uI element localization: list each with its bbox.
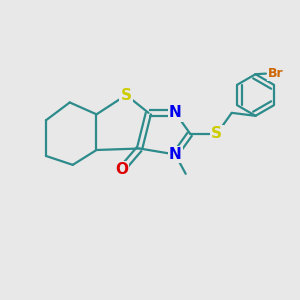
- Text: N: N: [169, 147, 182, 162]
- Text: O: O: [115, 162, 128, 177]
- Text: Br: Br: [268, 67, 283, 80]
- Text: S: S: [212, 126, 222, 141]
- Text: N: N: [169, 105, 182, 120]
- Text: S: S: [121, 88, 132, 103]
